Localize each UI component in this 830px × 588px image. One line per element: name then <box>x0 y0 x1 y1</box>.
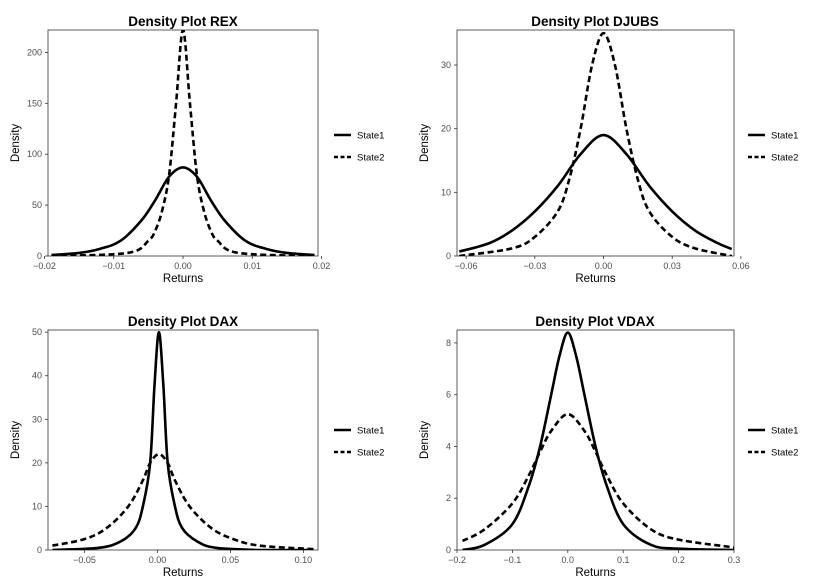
y-tick-label: 0 <box>37 251 42 261</box>
x-axis-label: Returns <box>163 273 204 285</box>
chart-title: Density Plot DAX <box>128 314 238 329</box>
y-tick-label: 8 <box>446 338 451 348</box>
x-tick-label: −0.06 <box>455 261 478 271</box>
y-tick-label: 10 <box>441 187 451 197</box>
y-tick-label: 2 <box>446 493 451 503</box>
x-tick-label: −0.2 <box>448 555 466 565</box>
plot-frame <box>456 29 735 257</box>
y-tick-label: 50 <box>32 327 42 337</box>
x-tick-label: 0.02 <box>313 261 331 271</box>
y-tick-label: 0 <box>446 251 451 261</box>
x-tick-label: 0.10 <box>295 555 313 565</box>
x-tick-label: 0.05 <box>222 555 240 565</box>
plot-frame <box>47 29 319 257</box>
series-line-state1 <box>51 166 315 256</box>
y-tick-label: 0 <box>37 545 42 555</box>
x-tick-label: 0.06 <box>732 261 750 271</box>
series-line-state2 <box>52 452 314 550</box>
legend-label-state2: State2 <box>357 448 384 459</box>
y-tick-label: 200 <box>27 47 42 57</box>
chart-title: Density Plot REX <box>128 14 238 29</box>
x-tick-label: 0.01 <box>243 261 261 271</box>
x-tick-label: 0.0 <box>562 555 575 565</box>
legend-label-state2: State2 <box>357 153 384 164</box>
chart-panel-3: Density Plot DAX Returns Density −0.05 0.00 0… <box>10 314 384 579</box>
y-axis-label: Density <box>10 421 22 460</box>
y-tick-label: 100 <box>27 149 42 159</box>
x-tick-label: −0.05 <box>73 555 96 565</box>
x-tick-label: 0.03 <box>663 261 681 271</box>
y-tick-label: 50 <box>32 200 42 210</box>
chart-panel-1: Density Plot REX Returns Density −0.02 −0.01… <box>10 14 384 285</box>
y-tick-label: 4 <box>446 441 451 451</box>
chart-title: Density Plot VDAX <box>535 314 654 329</box>
legend-label-state1: State1 <box>771 131 798 142</box>
legend-label-state1: State1 <box>357 131 384 142</box>
x-tick-label: 0.00 <box>174 261 192 271</box>
legend-label-state1: State1 <box>771 426 798 437</box>
chart-panel-2: Density Plot DJUBS Returns Density −0.06 −0.… <box>419 14 798 285</box>
x-axis-label: Returns <box>575 567 616 579</box>
series-line-state2 <box>51 30 315 256</box>
plot-frame <box>47 329 319 551</box>
y-axis-label: Density <box>10 124 22 163</box>
y-tick-label: 150 <box>27 98 42 108</box>
legend-label-state2: State2 <box>771 448 798 459</box>
y-tick-label: 20 <box>32 458 42 468</box>
y-tick-label: 20 <box>441 124 451 134</box>
chart-panel-4: Density Plot VDAX Returns Density −0.2 −0.1 0… <box>419 314 798 579</box>
y-tick-label: 6 <box>446 390 451 400</box>
x-tick-label: 0.3 <box>728 555 741 565</box>
legend-label-state2: State2 <box>771 153 798 164</box>
chart-title: Density Plot DJUBS <box>531 14 659 29</box>
series-line-state1 <box>52 330 314 550</box>
y-tick-label: 10 <box>32 501 42 511</box>
series-line-state1 <box>462 331 734 550</box>
x-tick-label: 0.00 <box>595 261 613 271</box>
x-tick-label: −0.01 <box>102 261 125 271</box>
y-axis-label: Density <box>419 421 431 460</box>
x-tick-label: −0.02 <box>33 261 56 271</box>
x-tick-label: −0.03 <box>523 261 546 271</box>
x-tick-label: −0.1 <box>504 555 522 565</box>
series-line-state2 <box>461 412 734 549</box>
y-tick-label: 40 <box>32 371 42 381</box>
x-tick-label: 0.00 <box>149 555 167 565</box>
x-tick-label: 0.1 <box>617 555 630 565</box>
series-line-state1 <box>458 133 733 253</box>
x-axis-label: Returns <box>163 567 204 579</box>
plot-frame <box>456 329 735 551</box>
x-axis-label: Returns <box>575 273 616 285</box>
x-tick-label: 0.2 <box>672 555 685 565</box>
series-line-state2 <box>459 31 732 256</box>
y-axis-label: Density <box>419 124 431 163</box>
y-tick-label: 0 <box>446 545 451 555</box>
y-tick-label: 30 <box>441 60 451 70</box>
y-tick-label: 30 <box>32 414 42 424</box>
legend-label-state1: State1 <box>357 426 384 437</box>
